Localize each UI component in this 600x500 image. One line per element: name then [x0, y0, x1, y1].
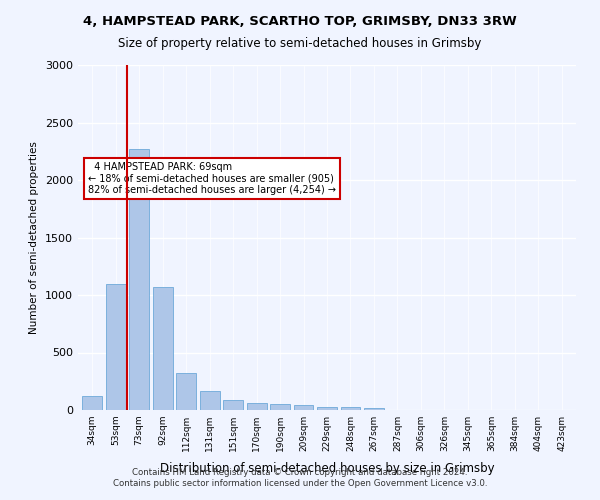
- Bar: [341, 408, 361, 410]
- Bar: [129, 149, 149, 410]
- Bar: [200, 391, 220, 410]
- Bar: [247, 402, 266, 410]
- Bar: [176, 373, 196, 410]
- Text: 4 HAMPSTEAD PARK: 69sqm
← 18% of semi-detached houses are smaller (905)
82% of s: 4 HAMPSTEAD PARK: 69sqm ← 18% of semi-de…: [88, 162, 336, 195]
- Bar: [270, 404, 290, 410]
- X-axis label: Distribution of semi-detached houses by size in Grimsby: Distribution of semi-detached houses by …: [160, 462, 494, 475]
- Text: Contains HM Land Registry data © Crown copyright and database right 2024.
Contai: Contains HM Land Registry data © Crown c…: [113, 468, 487, 487]
- Bar: [152, 287, 173, 410]
- Bar: [364, 408, 384, 410]
- Bar: [317, 407, 337, 410]
- Text: Size of property relative to semi-detached houses in Grimsby: Size of property relative to semi-detach…: [118, 38, 482, 51]
- Bar: [223, 400, 243, 410]
- Bar: [82, 396, 102, 410]
- Y-axis label: Number of semi-detached properties: Number of semi-detached properties: [29, 141, 40, 334]
- Bar: [293, 406, 313, 410]
- Bar: [106, 284, 125, 410]
- Text: 4, HAMPSTEAD PARK, SCARTHO TOP, GRIMSBY, DN33 3RW: 4, HAMPSTEAD PARK, SCARTHO TOP, GRIMSBY,…: [83, 15, 517, 28]
